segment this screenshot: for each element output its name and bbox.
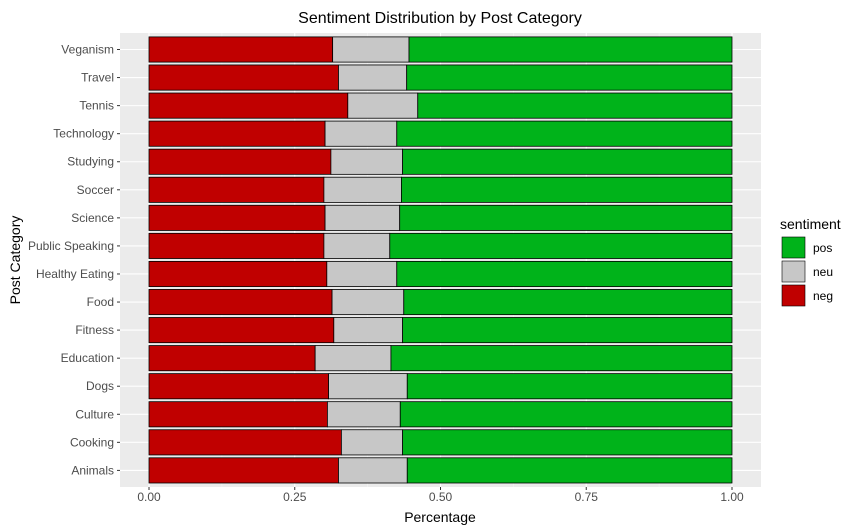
- y-tick-label: Education: [61, 351, 114, 365]
- bar-neg: [148, 317, 335, 344]
- bar-neg: [148, 148, 332, 175]
- y-tick-label: Cooking: [70, 435, 114, 449]
- bar-neu: [347, 92, 419, 119]
- bar-neu: [328, 373, 408, 400]
- bar-pos: [406, 373, 733, 400]
- legend-label-neg: neg: [813, 289, 833, 303]
- y-axis-title: Post Category: [7, 216, 23, 305]
- bar-pos: [417, 92, 733, 119]
- y-tick-label: Tennis: [79, 99, 114, 113]
- bar-neu: [333, 317, 404, 344]
- bar-neg: [148, 373, 329, 400]
- bar-pos: [399, 401, 733, 428]
- bar-neu: [323, 176, 402, 203]
- bar-pos: [396, 120, 733, 147]
- bar-neu: [340, 429, 404, 456]
- bar-neg: [148, 457, 339, 484]
- bar-pos: [406, 457, 733, 484]
- bar-pos: [408, 36, 733, 63]
- y-tick-label: Travel: [81, 71, 114, 85]
- y-tick-label: Healthy Eating: [36, 267, 114, 281]
- bar-neg: [148, 260, 328, 287]
- bar-neg: [148, 232, 325, 259]
- legend-key-pos: [781, 236, 806, 259]
- bar-neg: [148, 64, 339, 91]
- bar-neg: [148, 176, 325, 203]
- bar-pos: [399, 204, 733, 231]
- bar-neg: [148, 36, 334, 63]
- legend-title: sentiment: [780, 216, 841, 232]
- bar-neg: [148, 345, 316, 372]
- bar-neg: [148, 120, 326, 147]
- y-tick-label: Science: [71, 211, 114, 225]
- y-tick-label: Technology: [53, 127, 114, 141]
- y-tick-label: Veganism: [61, 43, 114, 57]
- bar-pos: [401, 176, 733, 203]
- bar-pos: [396, 260, 733, 287]
- bar-pos: [402, 148, 733, 175]
- bar-neu: [323, 232, 391, 259]
- bar-neu: [326, 260, 398, 287]
- bar-pos: [390, 345, 733, 372]
- legend: sentiment pos neu neg: [780, 216, 841, 307]
- bar-neg: [148, 92, 349, 119]
- bar-pos: [406, 64, 733, 91]
- y-tick-label: Dogs: [86, 379, 114, 393]
- x-tick-label: 0.25: [283, 490, 307, 504]
- bar-neg: [148, 289, 333, 316]
- bar-neu: [331, 289, 405, 316]
- bar-layer: [148, 36, 733, 484]
- bar-neu: [324, 120, 398, 147]
- legend-label-pos: pos: [813, 241, 832, 255]
- x-tick-label: 1.00: [720, 490, 744, 504]
- y-tick-label: Soccer: [77, 183, 114, 197]
- bar-neg: [148, 204, 326, 231]
- bar-pos: [402, 429, 733, 456]
- y-tick-label: Fitness: [75, 323, 114, 337]
- x-tick-label: 0.50: [429, 490, 453, 504]
- x-axis-title: Percentage: [404, 509, 476, 525]
- bar-neu: [326, 401, 401, 428]
- bar-pos: [403, 289, 733, 316]
- x-tick-labels: 0.00 0.25 0.50 0.75 1.00: [137, 487, 744, 504]
- y-tick-label: Public Speaking: [28, 239, 114, 253]
- bar-neu: [338, 457, 408, 484]
- bar-neu: [338, 64, 408, 91]
- bar-neg: [148, 401, 328, 428]
- legend-key-neg: [781, 284, 806, 307]
- y-tick-label: Animals: [71, 463, 114, 477]
- x-tick-label: 0.75: [575, 490, 599, 504]
- y-tick-label: Food: [87, 295, 114, 309]
- bar-pos: [402, 317, 733, 344]
- bar-neu: [324, 204, 401, 231]
- y-tick-label: Studying: [67, 155, 114, 169]
- bar-pos: [389, 232, 733, 259]
- bar-neu: [332, 36, 410, 63]
- chart-title: Sentiment Distribution by Post Category: [298, 10, 582, 27]
- y-tick-labels: Veganism Travel Tennis Technology Studying So…: [28, 43, 120, 477]
- bar-neg: [148, 429, 342, 456]
- y-tick-label: Culture: [75, 407, 114, 421]
- legend-key-neu: [781, 260, 806, 283]
- bar-neu: [330, 148, 404, 175]
- legend-label-neu: neu: [813, 265, 833, 279]
- x-tick-label: 0.00: [137, 490, 161, 504]
- bar-neu: [314, 345, 392, 372]
